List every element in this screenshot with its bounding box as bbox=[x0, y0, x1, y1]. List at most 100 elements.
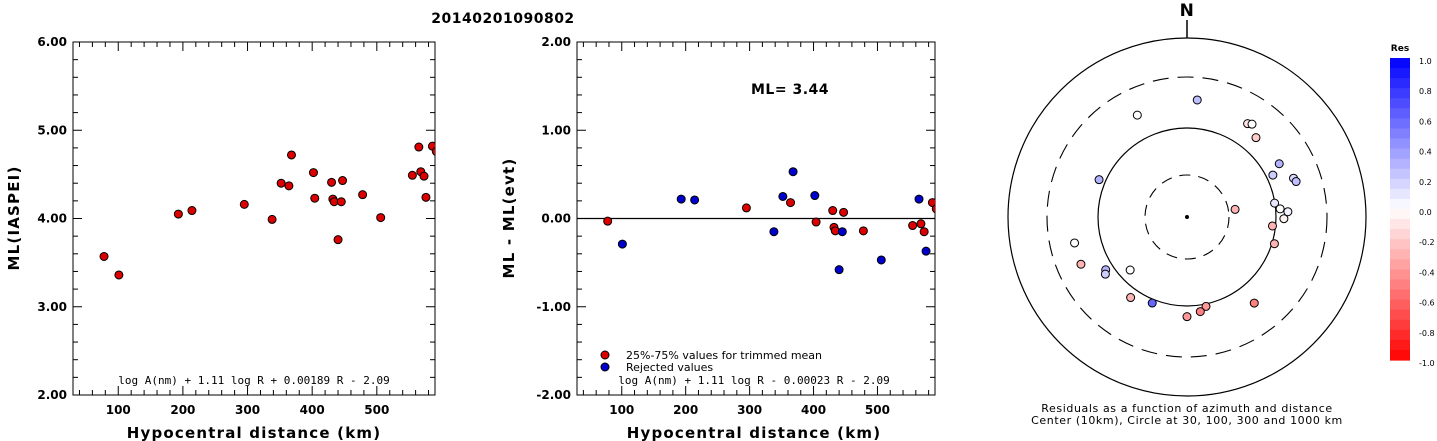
data-point bbox=[778, 191, 788, 201]
colorbar-segment bbox=[1390, 88, 1410, 99]
panel2-ylabel: ML - ML(evt) bbox=[500, 158, 518, 279]
colorbar-segment bbox=[1390, 329, 1410, 341]
colorbar-segment bbox=[1390, 148, 1410, 160]
colorbar-segment bbox=[1390, 178, 1410, 190]
data-point bbox=[310, 193, 320, 203]
colorbar-tick-label: -1.0 bbox=[1419, 359, 1435, 368]
colorbar-segment bbox=[1390, 319, 1410, 331]
colorbar-segment bbox=[1390, 188, 1410, 200]
colorbar-segment bbox=[1390, 138, 1410, 150]
polar-caption-line1: Residuals as a function of azimuth and d… bbox=[1041, 402, 1332, 415]
data-point bbox=[284, 181, 294, 191]
colorbar-segment bbox=[1390, 299, 1410, 311]
data-point bbox=[769, 227, 779, 237]
panel1-formula: log A(nm) + 1.11 log R + 0.00189 R - 2.0… bbox=[118, 374, 390, 387]
data-point bbox=[173, 209, 183, 219]
colorbar-segment bbox=[1390, 289, 1410, 301]
station-marker bbox=[1076, 259, 1086, 269]
colorbar-tick-label: -0.2 bbox=[1419, 238, 1435, 247]
data-point bbox=[839, 207, 849, 217]
data-point bbox=[858, 226, 868, 236]
colorbar-segment bbox=[1390, 259, 1410, 270]
data-point bbox=[786, 198, 796, 208]
y-tick-label: 2.00 bbox=[541, 35, 571, 49]
circle-300km bbox=[1046, 76, 1328, 358]
data-point bbox=[690, 195, 700, 205]
data-point bbox=[810, 191, 820, 201]
x-tick-label: 500 bbox=[865, 403, 890, 417]
y-tick-label: 2.00 bbox=[37, 388, 67, 402]
y-tick-label: 1.00 bbox=[541, 123, 571, 137]
data-point bbox=[414, 142, 424, 152]
station-marker bbox=[1201, 301, 1211, 311]
station-marker bbox=[1291, 177, 1301, 187]
event-id-title: 20140201090802 bbox=[431, 11, 574, 27]
station-marker bbox=[1268, 170, 1278, 180]
data-point bbox=[876, 255, 886, 265]
colorbar-segment bbox=[1390, 118, 1410, 130]
y-tick-label: 4.00 bbox=[37, 212, 67, 226]
data-point bbox=[333, 235, 343, 245]
colorbar-segment bbox=[1390, 309, 1410, 321]
data-points bbox=[99, 141, 435, 280]
colorbar-segment bbox=[1390, 168, 1410, 180]
x-tick-label: 100 bbox=[609, 403, 634, 417]
colorbar-segment bbox=[1390, 239, 1410, 250]
colorbar-segment bbox=[1390, 229, 1410, 240]
colorbar-segment bbox=[1390, 128, 1410, 140]
station-marker bbox=[1100, 269, 1110, 279]
station-marker bbox=[1251, 133, 1261, 143]
colorbar-segment bbox=[1390, 269, 1410, 281]
colorbar-segment bbox=[1390, 78, 1410, 89]
colorbar-tick-label: 1.0 bbox=[1419, 57, 1432, 66]
circle-30km bbox=[1144, 174, 1230, 260]
station-marker bbox=[1230, 204, 1240, 214]
circle-1000km bbox=[1007, 37, 1367, 397]
station-marker bbox=[1247, 119, 1257, 129]
data-point bbox=[267, 214, 277, 224]
colorbar-label: Res bbox=[1391, 44, 1409, 54]
y-tick-label: 3.00 bbox=[37, 300, 67, 314]
station-marker bbox=[1249, 298, 1259, 308]
residual-vs-distance-panel: ML - ML(evt) Hypocentral distance (km) M… bbox=[500, 35, 936, 441]
data-point bbox=[921, 246, 931, 256]
legend-marker-rejected bbox=[600, 362, 610, 372]
y-tick-label: -1.00 bbox=[536, 300, 571, 314]
data-point bbox=[338, 176, 348, 186]
colorbar-segment bbox=[1390, 279, 1410, 291]
data-point bbox=[919, 227, 929, 237]
colorbar-segment bbox=[1390, 158, 1410, 170]
data-point bbox=[834, 265, 844, 275]
colorbar-segment bbox=[1390, 349, 1410, 361]
colorbar-segment bbox=[1390, 68, 1410, 79]
colorbar-tick-label: 0.8 bbox=[1419, 87, 1432, 96]
x-tick-label: 200 bbox=[170, 403, 195, 417]
y-tick-label: 5.00 bbox=[37, 123, 67, 137]
legend-label-rejected: Rejected values bbox=[626, 361, 713, 374]
data-point bbox=[239, 199, 249, 209]
x-tick-label: 300 bbox=[235, 403, 260, 417]
station-marker bbox=[1275, 204, 1285, 214]
station-marker bbox=[1147, 298, 1157, 308]
station-marker bbox=[1132, 110, 1142, 120]
data-point bbox=[676, 194, 686, 204]
colorbar-segment bbox=[1390, 198, 1410, 210]
data-point bbox=[286, 150, 296, 160]
data-point bbox=[308, 168, 318, 178]
panel2-formula: log A(nm) + 1.11 log R - 0.00023 R - 2.0… bbox=[618, 374, 890, 387]
x-tick-label: 400 bbox=[801, 403, 826, 417]
colorbar-tick-label: 0.2 bbox=[1419, 178, 1432, 187]
legend-label-trimmed: 25%-75% values for trimmed mean bbox=[626, 349, 822, 362]
panel2-xlabel: Hypocentral distance (km) bbox=[627, 424, 882, 441]
data-point bbox=[914, 194, 924, 204]
circle-100km bbox=[1097, 127, 1277, 307]
station-marker bbox=[1283, 207, 1293, 217]
station-marker bbox=[1269, 239, 1279, 249]
colorbar-segment bbox=[1390, 98, 1410, 109]
polar-caption-line2: Center (10km), Circle at 30, 100, 300 an… bbox=[1031, 414, 1343, 427]
colorbar-tick-label: -0.8 bbox=[1419, 329, 1435, 338]
data-point bbox=[916, 219, 926, 229]
colorbar-tick-label: -0.6 bbox=[1419, 299, 1435, 308]
station-marker bbox=[1274, 159, 1284, 169]
